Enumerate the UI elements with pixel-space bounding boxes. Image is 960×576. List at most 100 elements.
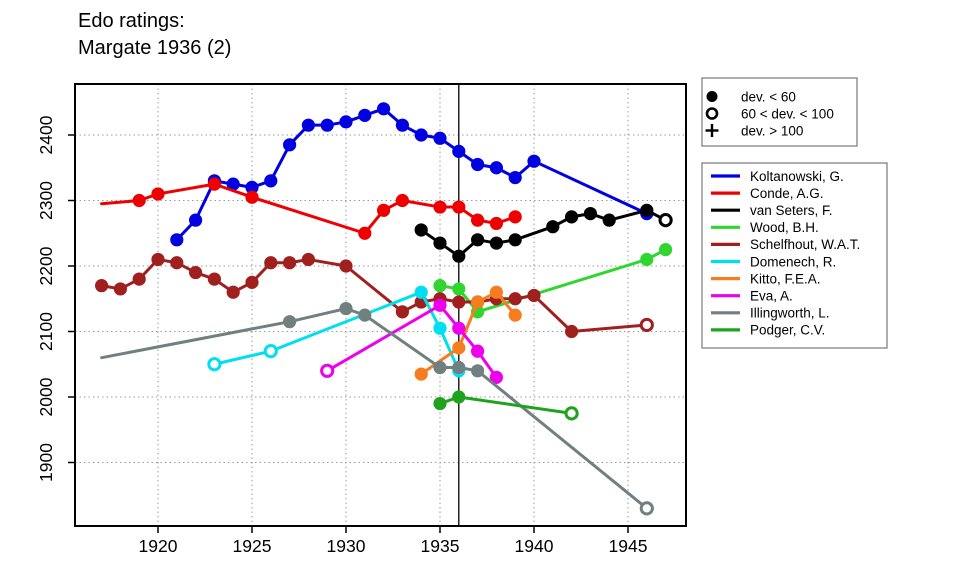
data-point-filled <box>207 272 221 286</box>
data-point-filled <box>358 108 372 122</box>
data-point-filled <box>452 321 466 335</box>
legend-item-domenech-r: Domenech, R. <box>711 254 836 269</box>
data-point-filled <box>264 174 278 188</box>
series-van-seters-f <box>414 203 673 263</box>
legend-item-kitto-f-e-a: Kitto, F.E.A. <box>711 271 821 286</box>
data-point-filled <box>452 341 466 355</box>
series-layer <box>95 102 673 516</box>
data-point-filled <box>433 279 447 293</box>
player-legend: Koltanowski, G. Conde, A.G. van Seters, F.… <box>701 162 888 349</box>
data-point-filled <box>189 213 203 227</box>
series-line <box>419 208 668 258</box>
data-point-filled <box>546 220 560 234</box>
data-point-filled <box>508 308 522 322</box>
data-point-filled <box>339 301 353 316</box>
data-point-filled <box>189 265 203 280</box>
data-point-filled <box>659 243 673 257</box>
data-point-filled <box>339 115 353 129</box>
marker-legend-item-open: 60 < dev. < 100 <box>705 106 834 121</box>
chart-title-line1: Edo ratings: <box>78 10 185 32</box>
legend-item-koltanowski-g: Koltanowski, G. <box>711 169 844 184</box>
data-point-filled <box>471 213 485 227</box>
data-point-filled <box>452 282 466 296</box>
data-point-filled <box>151 187 165 201</box>
x-tick-label: 1925 <box>233 536 272 556</box>
data-point-filled <box>527 288 541 303</box>
data-point-filled <box>489 370 503 384</box>
legend-item-van-seters-f: van Seters, F. <box>711 203 833 218</box>
data-point-filled <box>433 200 447 214</box>
legend-item-schelfhout-w-a-t: Schelfhout, W.A.T. <box>711 237 860 252</box>
data-point-filled <box>452 249 466 263</box>
data-point-filled <box>489 161 503 175</box>
legend-item-eva-a: Eva, A. <box>711 289 793 304</box>
data-point-filled <box>339 259 353 273</box>
legend-player-label: Domenech, R. <box>750 254 836 269</box>
series-line <box>100 307 649 510</box>
legend-player-label: Koltanowski, G. <box>750 169 844 184</box>
open-circle-icon <box>705 107 719 120</box>
legend-item-illingworth-l: Illingworth, L. <box>711 306 830 321</box>
legend-player-label: Kitto, F.E.A. <box>750 271 821 286</box>
data-point-open <box>320 363 335 378</box>
y-tick-label: 1900 <box>36 443 56 482</box>
data-point-filled <box>471 233 485 247</box>
data-point-filled <box>207 177 221 191</box>
x-tick-label: 1935 <box>421 536 460 556</box>
data-point-filled <box>433 396 447 411</box>
series-podger-c-v <box>433 390 579 421</box>
y-tick-label: 2200 <box>36 246 56 285</box>
data-point-filled <box>508 233 522 247</box>
legend-player-label: Schelfhout, W.A.T. <box>750 237 860 252</box>
data-point-filled <box>283 138 297 152</box>
legend-player-label: Wood, B.H. <box>750 220 819 235</box>
data-point-filled <box>527 154 541 168</box>
data-point-filled <box>452 360 466 375</box>
gridlines <box>75 84 686 526</box>
data-point-filled <box>565 324 579 339</box>
data-point-filled <box>226 177 240 191</box>
series-wood-b-h <box>433 243 673 319</box>
data-point-filled <box>489 216 503 231</box>
data-point-filled <box>132 272 146 286</box>
marker-legend: dev. < 60 60 < dev. < 100 dev. > 100 <box>701 77 858 147</box>
data-point-filled <box>377 203 391 217</box>
data-point-filled <box>602 213 616 227</box>
data-point-filled <box>395 118 409 132</box>
y-tick-label: 2100 <box>36 312 56 351</box>
series-conde-a-g <box>100 177 522 240</box>
data-point-filled <box>132 193 146 208</box>
data-point-filled <box>414 367 428 381</box>
data-point-filled <box>471 295 485 309</box>
axes: 1920 1925 1930 1935 1940 1945 1900 2000 2100 2200… <box>36 115 647 556</box>
series-eva-a <box>320 298 503 384</box>
data-point-filled <box>395 193 409 208</box>
data-point-filled <box>471 157 485 172</box>
data-point-filled <box>452 144 466 158</box>
data-point-open <box>263 344 278 359</box>
series-koltanowski-g <box>170 102 654 247</box>
legend-player-label: Illingworth, L. <box>750 306 830 321</box>
data-point-filled <box>565 210 579 224</box>
data-point-filled <box>452 295 466 309</box>
data-point-filled <box>489 236 503 250</box>
y-tick-label: 2000 <box>36 377 56 416</box>
marker-legend-label: dev. > 100 <box>741 123 803 138</box>
data-point-filled <box>471 364 485 378</box>
data-point-filled <box>433 131 447 145</box>
y-tick-label: 2400 <box>36 115 56 154</box>
data-point-filled <box>414 285 428 299</box>
x-tick-label: 1945 <box>609 536 648 556</box>
marker-legend-box <box>701 77 858 147</box>
data-point-filled <box>245 180 259 194</box>
data-point-filled <box>508 210 522 224</box>
legend-item-conde-a-g: Conde, A.G. <box>711 186 824 201</box>
data-point-filled <box>433 360 447 375</box>
data-point-filled <box>508 170 522 185</box>
data-point-filled <box>151 252 165 267</box>
data-point-open <box>207 357 222 372</box>
data-point-filled <box>471 344 485 358</box>
data-point-filled <box>640 252 654 267</box>
data-point-filled <box>433 298 447 312</box>
data-point-open <box>639 501 654 516</box>
